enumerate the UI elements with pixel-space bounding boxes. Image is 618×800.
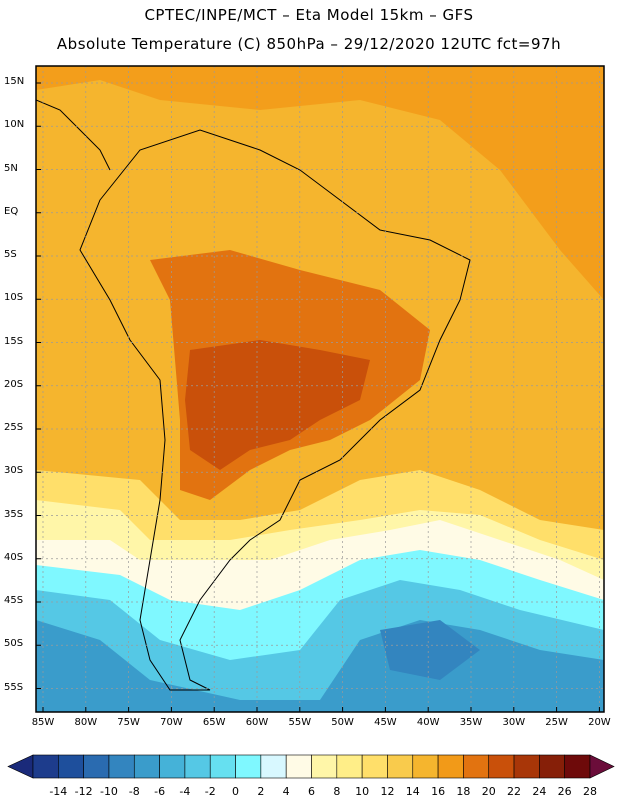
colorbar-swatch (336, 754, 363, 779)
colorbar-swatch (159, 754, 186, 779)
colorbar-swatch (437, 754, 464, 779)
lat-label: 5S (4, 249, 17, 260)
colorbar-swatch (463, 754, 490, 779)
lat-label: 5N (4, 162, 18, 174)
colorbar-swatch (387, 754, 414, 779)
lat-label: 50S (4, 638, 24, 650)
lon-label: 35W (459, 717, 483, 728)
lon-label: 50W (331, 717, 354, 728)
colorbar-label: 24 (532, 785, 547, 798)
colorbar (7, 754, 615, 779)
lon-label: 85W (31, 717, 55, 728)
lon-label: 40W (416, 717, 440, 728)
lat-label: 10S (4, 292, 24, 304)
colorbar-label: -4 (179, 785, 191, 798)
south-america-outline (79, 129, 471, 691)
colorbar-swatch (564, 754, 591, 779)
colorbar-label: 0 (232, 785, 240, 798)
colorbar-swatch (209, 754, 236, 779)
lon-label: 60W (245, 717, 269, 728)
colorbar-label: -2 (204, 785, 216, 798)
colorbar-swatch (513, 754, 540, 779)
title-line-1: CPTEC/INPE/MCT – Eta Model 15km – GFS (144, 6, 474, 24)
colorbar-swatch (539, 754, 565, 779)
colorbar-label: 18 (456, 785, 471, 798)
lat-label: 25S (4, 422, 24, 433)
colorbar-label: 14 (405, 785, 420, 798)
colorbar-swatch (260, 754, 287, 779)
colorbar-swatch (235, 754, 262, 779)
lat-label: EQ (4, 205, 19, 217)
central-america-outline (36, 99, 111, 171)
colorbar-label: 26 (557, 785, 572, 798)
colorbar-label: -8 (128, 785, 140, 798)
lon-label: 30W (502, 717, 526, 728)
field-north-warm (36, 66, 604, 300)
colorbar-label: 6 (308, 785, 315, 798)
lat-label: 35S (4, 508, 24, 520)
colorbar-swatch (32, 754, 59, 779)
colorbar-swatch (412, 754, 439, 779)
lat-label: 20S (4, 378, 24, 390)
lon-label: 55W (288, 717, 312, 728)
colorbar-label: 16 (431, 785, 446, 798)
lat-label: 10N (4, 119, 25, 131)
title-line-2: Absolute Temperature (C) 850hPa – 29/12/… (56, 35, 562, 53)
colorbar-label: -10 (99, 785, 118, 798)
lat-label: 40S (4, 551, 24, 563)
lat-label: 30S (4, 465, 24, 477)
lon-label: 80W (74, 717, 98, 728)
field-22-24 (185, 340, 370, 470)
axis-ticks (36, 82, 600, 712)
colorbar-swatch (108, 754, 135, 779)
lat-label: 45S (4, 595, 24, 606)
colorbar-swatch (361, 754, 388, 779)
colorbar-label: 28 (583, 785, 597, 798)
lon-label: 70W (160, 717, 183, 728)
colorbar-label: 10 (355, 785, 370, 798)
colorbar-label: -6 (154, 785, 166, 798)
colorbar-label: 4 (282, 785, 290, 798)
temperature-field (36, 66, 604, 712)
colorbar-swatch (83, 754, 110, 779)
colorbar-swatch (184, 754, 211, 779)
lon-label: 20W (588, 717, 611, 728)
map-frame (35, 65, 605, 713)
colorbar-swatch (133, 754, 160, 779)
colorbar-label: 12 (380, 785, 395, 798)
lon-label: 65W (202, 717, 226, 728)
colorbar-label: 22 (507, 785, 522, 798)
lat-label: 55S (4, 681, 24, 693)
colorbar-label: -12 (74, 785, 93, 798)
colorbar-swatch (488, 754, 515, 779)
lon-label: 25W (545, 717, 568, 728)
colorbar-label: -14 (49, 785, 68, 798)
lon-label: 75W (117, 717, 140, 728)
lat-label: 15N (4, 76, 25, 87)
colorbar-label: 20 (481, 785, 496, 798)
colorbar-label: 2 (257, 785, 265, 798)
colorbar-swatch (311, 754, 338, 779)
field-minus8 (380, 620, 480, 680)
colorbar-swatch (285, 754, 312, 779)
colorbar-high-arrow (589, 754, 615, 779)
colorbar-swatch (58, 754, 84, 779)
lon-label: 45W (374, 717, 397, 728)
colorbar-low-arrow (7, 754, 34, 779)
lat-label: 15S (4, 335, 24, 347)
colorbar-label: 8 (333, 785, 341, 798)
